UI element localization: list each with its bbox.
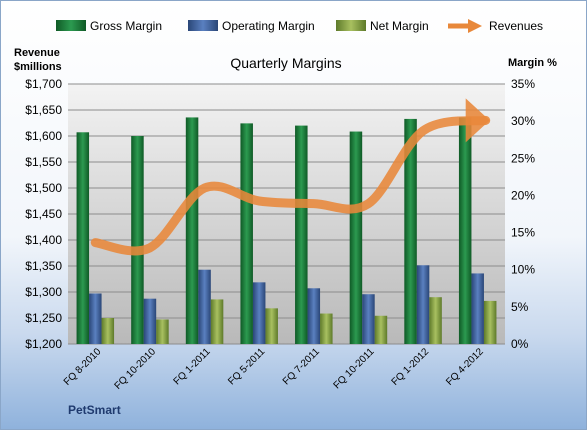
net-margin-bar bbox=[210, 299, 224, 344]
gross-margin-bar bbox=[131, 136, 144, 344]
left-tick-label: $1,450 bbox=[25, 207, 62, 221]
category-label: FQ 7-2011 bbox=[281, 346, 322, 387]
category-label: FQ 1-2011 bbox=[172, 346, 213, 387]
category-label: FQ 5-2011 bbox=[226, 346, 267, 387]
operating-margin-bar bbox=[143, 298, 157, 344]
operating-margin-bar bbox=[198, 269, 211, 344]
net-margin-bar bbox=[101, 318, 115, 344]
revenue-line-path bbox=[90, 115, 491, 256]
right-tick-label: 0% bbox=[511, 337, 529, 351]
right-tick-label: 15% bbox=[511, 226, 535, 240]
net-margin-bar bbox=[156, 319, 169, 344]
revenue-arrow-head bbox=[465, 98, 490, 143]
left-tick-label: $1,200 bbox=[25, 337, 62, 351]
legend-label-revenues: Revenues bbox=[489, 19, 543, 33]
legend-label-operating: Operating Margin bbox=[222, 19, 315, 33]
legend-arrow-head bbox=[468, 19, 482, 33]
operating-margin-bar bbox=[252, 282, 266, 344]
left-tick-label: $1,650 bbox=[25, 103, 62, 117]
legend-label-net: Net Margin bbox=[370, 19, 429, 33]
left-tick-label: $1,250 bbox=[25, 311, 62, 325]
chart-title: Quarterly Margins bbox=[230, 55, 341, 71]
right-axis-title: Margin % bbox=[508, 57, 557, 69]
gross-margin-bar bbox=[458, 117, 472, 344]
left-axis-ticks: $1,200 $1,250 $1,300 $1,350 $1,400 $1,450 $1,5… bbox=[25, 77, 62, 351]
category-labels: FQ 8-2010 FQ 10-2010 FQ 1-2011 FQ 5-2011 FQ … bbox=[62, 346, 486, 392]
legend-swatch-gross bbox=[56, 20, 86, 31]
operating-margin-bar bbox=[89, 293, 102, 344]
legend: Gross Margin Operating Margin Net Margin… bbox=[56, 19, 543, 33]
right-tick-label: 5% bbox=[511, 300, 529, 314]
gross-margin-bar bbox=[295, 125, 308, 344]
left-tick-label: $1,550 bbox=[25, 155, 62, 169]
left-axis-title-line2: $millions bbox=[14, 61, 62, 73]
left-tick-label: $1,400 bbox=[25, 233, 62, 247]
net-margin-bar bbox=[429, 297, 442, 344]
left-tick-label: $1,700 bbox=[25, 77, 62, 91]
bar-series bbox=[76, 117, 497, 345]
legend-swatch-operating bbox=[188, 20, 218, 31]
category-label: FQ 4-2012 bbox=[444, 346, 486, 388]
gross-margin-bar bbox=[404, 118, 417, 345]
right-tick-label: 20% bbox=[511, 188, 535, 202]
revenue-line bbox=[90, 98, 491, 256]
operating-margin-bar bbox=[471, 273, 484, 344]
left-tick-label: $1,300 bbox=[25, 285, 62, 299]
legend-item-revenues: Revenues bbox=[448, 19, 543, 33]
operating-margin-bar bbox=[362, 294, 375, 344]
left-tick-label: $1,500 bbox=[25, 181, 62, 195]
net-margin-bar bbox=[320, 313, 333, 344]
left-axis-title-line1: Revenue bbox=[14, 47, 60, 59]
left-tick-label: $1,600 bbox=[25, 129, 62, 143]
net-margin-bar bbox=[265, 308, 278, 344]
operating-margin-bar bbox=[307, 288, 321, 344]
gross-margin-bar bbox=[185, 117, 199, 344]
category-label: FQ 10-2010 bbox=[113, 346, 159, 392]
company-name: PetSmart bbox=[68, 403, 121, 417]
gross-margin-bar bbox=[240, 123, 253, 344]
right-tick-label: 10% bbox=[511, 263, 535, 277]
gross-margin-bar bbox=[349, 131, 363, 344]
legend-item-operating-margin: Operating Margin bbox=[188, 19, 315, 33]
legend-item-gross-margin: Gross Margin bbox=[56, 19, 162, 33]
gross-margin-bar bbox=[76, 132, 90, 344]
category-label: FQ 10-2011 bbox=[332, 346, 377, 391]
left-tick-label: $1,350 bbox=[25, 259, 62, 273]
net-margin-bar bbox=[374, 315, 388, 344]
right-tick-label: 35% bbox=[511, 77, 535, 91]
net-margin-bar bbox=[483, 300, 497, 344]
operating-margin-bar bbox=[416, 265, 430, 344]
legend-swatch-net bbox=[336, 20, 366, 31]
right-axis-ticks: 0% 5% 10% 15% 20% 25% 30% 35% bbox=[511, 77, 535, 351]
category-label: FQ 1-2012 bbox=[390, 346, 432, 388]
right-tick-label: 30% bbox=[511, 114, 535, 128]
legend-label-gross: Gross Margin bbox=[90, 19, 162, 33]
right-tick-label: 25% bbox=[511, 151, 535, 165]
legend-item-net-margin: Net Margin bbox=[336, 19, 429, 33]
category-label: FQ 8-2010 bbox=[62, 346, 104, 388]
